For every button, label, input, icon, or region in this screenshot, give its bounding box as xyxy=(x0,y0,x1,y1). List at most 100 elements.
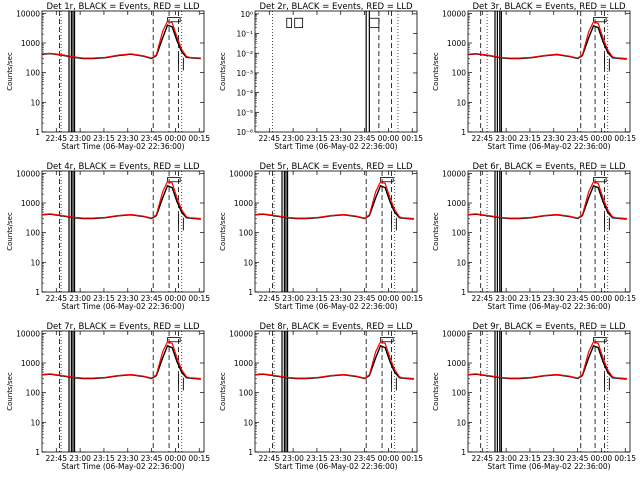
y-tick-label: 1 xyxy=(35,448,40,457)
panel-det-6: Det 6r, BLACK = Events, RED = LLD 1 10 100 1… xyxy=(432,162,636,311)
panel-title: Det 5r, BLACK = Events, RED = LLD xyxy=(259,162,413,172)
plot-area xyxy=(468,11,627,132)
panel-title: Det 8r, BLACK = Events, RED = LLD xyxy=(259,322,413,332)
y-tick-label: 10000 xyxy=(442,169,466,178)
plot-frame xyxy=(41,170,205,293)
marker-box xyxy=(368,17,380,29)
y-tick-label: 100 xyxy=(26,229,41,238)
x-tick-label: 23:30 xyxy=(543,454,565,463)
y-tick-label: 1 xyxy=(248,448,253,457)
panel-title: Det 4r, BLACK = Events, RED = LLD xyxy=(46,162,200,172)
plot-frame xyxy=(41,10,205,133)
y-tick-label: 10⁻⁵ xyxy=(236,108,253,117)
y-axis-label: Counts/sec xyxy=(219,372,227,411)
y-tick-label: 10 xyxy=(456,258,466,267)
x-tick-label: 00:15 xyxy=(401,134,423,143)
x-tick-label: 23:30 xyxy=(330,294,352,303)
plot-frame xyxy=(254,330,418,453)
x-tick-label: 23:00 xyxy=(69,134,91,143)
marker-box xyxy=(593,337,607,343)
x-tick-label: 22:45 xyxy=(45,454,67,463)
x-tick-label: 22:45 xyxy=(258,134,280,143)
x-tick-label: 22:45 xyxy=(45,134,67,143)
y-tick-label: 10000 xyxy=(16,9,40,18)
x-tick-label: 23:15 xyxy=(306,454,328,463)
plot-frame xyxy=(41,330,205,453)
x-tick-label: 23:30 xyxy=(543,134,565,143)
x-axis-label: Start Time (06-May-02 22:36:00) xyxy=(274,302,397,311)
x-tick-label: 23:15 xyxy=(519,454,541,463)
y-tick-label: 10⁰ xyxy=(240,10,253,19)
marker-box xyxy=(380,337,394,343)
panel-det-1: Det 1r, BLACK = Events, RED = LLD 1 10 100 1… xyxy=(6,2,210,151)
y-tick-label: 1 xyxy=(35,128,40,137)
plot-frame xyxy=(467,170,631,293)
x-tick-label: 22:45 xyxy=(471,134,493,143)
x-tick-label: 23:00 xyxy=(69,294,91,303)
plot-area xyxy=(272,11,399,132)
x-tick-label: 23:30 xyxy=(117,294,139,303)
y-tick-label: 100 xyxy=(26,69,41,78)
y-tick-label: 10000 xyxy=(16,329,40,338)
series-lld-line xyxy=(255,181,414,220)
x-tick-label: 23:00 xyxy=(282,134,304,143)
x-axis-label: Start Time (06-May-02 22:36:00) xyxy=(274,462,397,471)
y-tick-label: 1 xyxy=(248,288,253,297)
panel-det-8: Det 8r, BLACK = Events, RED = LLD 1 10 100 1… xyxy=(219,322,423,471)
marker-box xyxy=(286,17,292,29)
marker-box xyxy=(593,17,607,23)
plot-frame xyxy=(254,170,418,293)
x-tick-label: 00:15 xyxy=(401,454,423,463)
x-tick-label: 23:00 xyxy=(282,294,304,303)
x-tick-label: 23:00 xyxy=(495,454,517,463)
plot-area xyxy=(42,11,201,132)
x-tick-label: 23:30 xyxy=(330,134,352,143)
x-tick-label: 23:30 xyxy=(330,454,352,463)
x-tick-label: 23:15 xyxy=(93,134,115,143)
panel-title: Det 1r, BLACK = Events, RED = LLD xyxy=(46,2,200,12)
y-axis-label: Counts/sec xyxy=(6,372,14,411)
x-axis-label: Start Time (06-May-02 22:36:00) xyxy=(61,302,184,311)
series-lld-line xyxy=(42,20,201,59)
x-tick-label: 23:00 xyxy=(69,454,91,463)
y-tick-label: 1 xyxy=(461,288,466,297)
y-tick-label: 100 xyxy=(452,69,467,78)
x-tick-label: 23:30 xyxy=(543,294,565,303)
series-lld-line xyxy=(255,341,414,380)
y-tick-label: 10⁻⁶ xyxy=(236,128,253,137)
panel-det-2: Det 2r, BLACK = Events, RED = LLD 10⁰ 10⁻¹… xyxy=(219,2,423,151)
y-tick-label: 10⁻² xyxy=(236,49,253,58)
x-tick-label: 00:15 xyxy=(614,294,636,303)
series-lld-line xyxy=(42,341,201,380)
y-tick-label: 10 xyxy=(243,418,253,427)
x-tick-label: 23:45 xyxy=(141,134,163,143)
panel-det-5: Det 5r, BLACK = Events, RED = LLD 1 10 100 1… xyxy=(219,162,423,311)
x-tick-label: 00:15 xyxy=(188,134,210,143)
x-tick-label: 00:00 xyxy=(165,134,187,143)
y-tick-label: 10 xyxy=(30,258,40,267)
x-tick-label: 23:45 xyxy=(354,134,376,143)
y-tick-label: 1000 xyxy=(21,199,40,208)
y-tick-label: 1 xyxy=(461,128,466,137)
y-tick-label: 10 xyxy=(30,418,40,427)
x-tick-label: 00:15 xyxy=(188,294,210,303)
y-tick-label: 1000 xyxy=(447,199,466,208)
y-tick-label: 100 xyxy=(452,229,467,238)
x-tick-label: 00:00 xyxy=(165,294,187,303)
y-tick-label: 10⁻⁴ xyxy=(236,89,253,98)
y-tick-label: 1 xyxy=(35,288,40,297)
x-tick-label: 00:00 xyxy=(591,294,613,303)
plot-frame xyxy=(467,10,631,133)
y-tick-label: 10 xyxy=(243,258,253,267)
marker-box xyxy=(167,337,181,343)
plot-area xyxy=(255,171,414,292)
x-tick-label: 23:00 xyxy=(282,454,304,463)
y-tick-label: 10000 xyxy=(16,169,40,178)
x-axis-label: Start Time (06-May-02 22:36:00) xyxy=(61,462,184,471)
y-tick-label: 1000 xyxy=(234,359,253,368)
x-tick-label: 00:15 xyxy=(188,454,210,463)
panel-det-3: Det 3r, BLACK = Events, RED = LLD 1 10 100 1… xyxy=(432,2,636,151)
x-tick-label: 23:45 xyxy=(354,294,376,303)
x-tick-label: 00:00 xyxy=(378,454,400,463)
